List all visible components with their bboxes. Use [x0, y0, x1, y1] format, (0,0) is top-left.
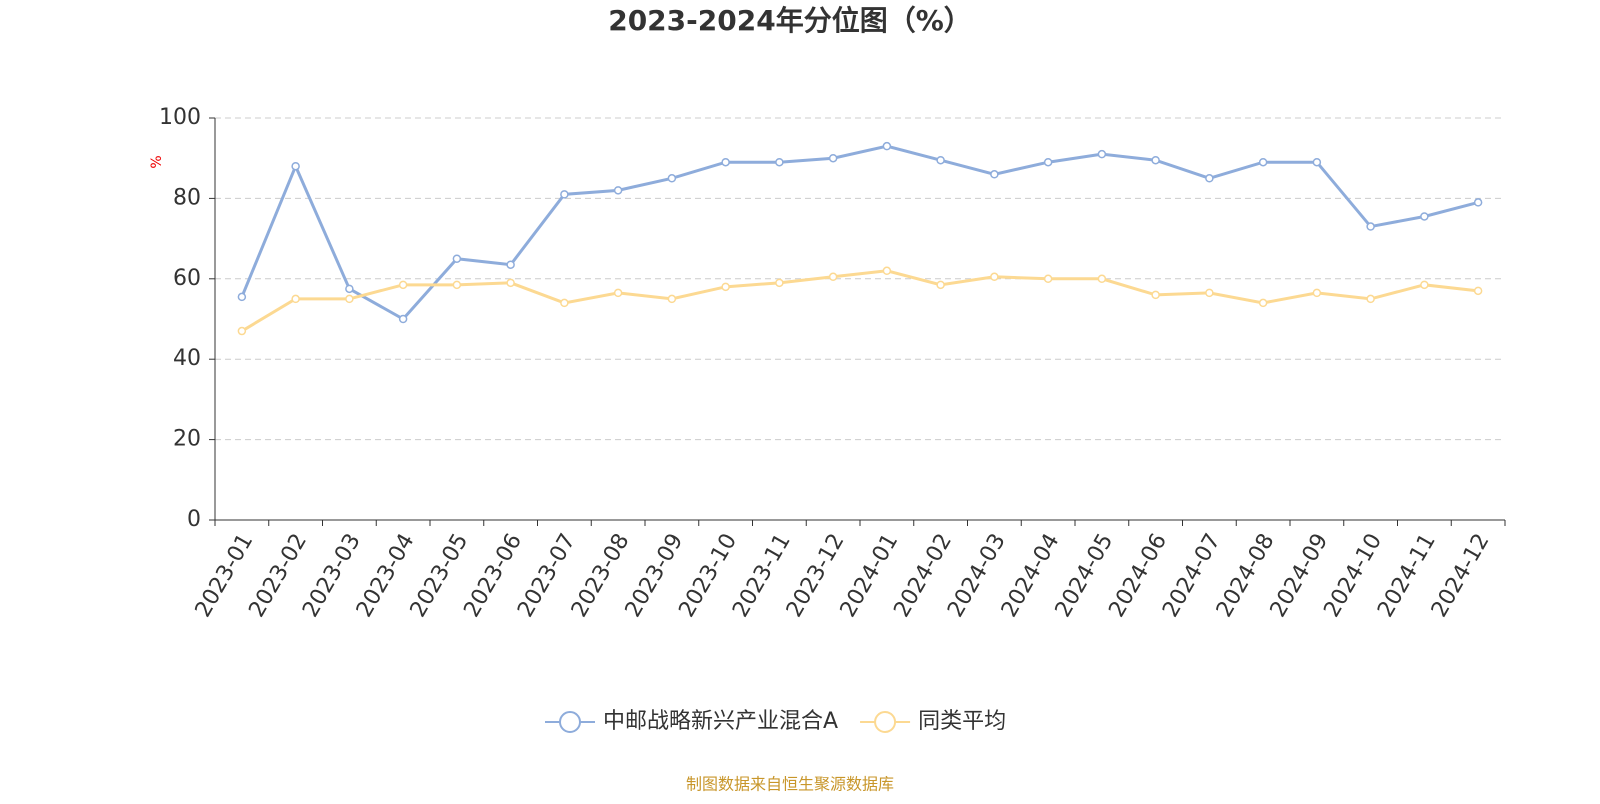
- point: [1205, 288, 1214, 298]
- point: [345, 294, 354, 304]
- point: [1258, 157, 1268, 167]
- point: [1420, 280, 1429, 290]
- y-tick-label: 40: [173, 346, 201, 371]
- point: [828, 272, 838, 282]
- y-tick-label: 20: [173, 427, 201, 452]
- series-line: [241, 269, 1479, 333]
- point: [452, 280, 462, 290]
- point: [1366, 294, 1375, 304]
- point: [990, 272, 999, 282]
- point: [613, 288, 623, 298]
- point: [721, 282, 730, 292]
- point: [560, 190, 569, 199]
- legend-item: 中邮战略新兴产业混合A: [545, 709, 838, 734]
- legend-marker: [874, 711, 897, 733]
- y-axis-label: %: [149, 155, 165, 168]
- legend-marker: [559, 711, 581, 733]
- point: [560, 298, 569, 308]
- point: [1258, 298, 1268, 308]
- chart-title: 2023-2024年分位图（%）: [608, 4, 972, 37]
- point: [1151, 290, 1160, 300]
- legend-item: 同类平均: [860, 709, 1006, 734]
- point: [775, 157, 784, 167]
- y-tick-label: 80: [173, 185, 201, 210]
- point: [1151, 155, 1160, 165]
- point: [452, 254, 462, 263]
- point: [237, 326, 247, 336]
- point: [936, 155, 945, 165]
- point: [506, 260, 515, 269]
- legend-label: 中邮战略新兴产业混合A: [603, 709, 838, 734]
- point: [1205, 174, 1214, 183]
- point: [667, 174, 677, 183]
- point: [1097, 274, 1107, 284]
- series-line: [240, 144, 1479, 321]
- point: [1366, 222, 1375, 231]
- point: [775, 278, 784, 288]
- point: [828, 153, 838, 163]
- point: [398, 280, 408, 290]
- point: [990, 170, 999, 179]
- point: [667, 294, 677, 304]
- y-tick-label: 100: [159, 105, 201, 130]
- y-tick-label: 0: [187, 507, 201, 532]
- point: [1420, 212, 1429, 221]
- point: [1097, 149, 1107, 159]
- point: [613, 186, 623, 195]
- point: [882, 266, 892, 276]
- point: [721, 157, 730, 167]
- point: [1312, 288, 1322, 298]
- point: [291, 294, 300, 304]
- point: [398, 314, 408, 324]
- point: [291, 161, 300, 171]
- point: [1043, 157, 1053, 167]
- y-tick-label: 60: [173, 266, 201, 291]
- source-note: 制图数据来自恒生聚源数据库: [686, 775, 894, 794]
- point: [506, 278, 515, 288]
- point: [882, 141, 892, 151]
- point: [237, 292, 247, 302]
- point: [936, 280, 945, 290]
- point: [1473, 286, 1483, 296]
- point: [345, 284, 354, 294]
- point: [1043, 274, 1053, 284]
- point: [1312, 157, 1322, 167]
- legend-label: 同类平均: [918, 709, 1006, 734]
- point: [1473, 198, 1483, 207]
